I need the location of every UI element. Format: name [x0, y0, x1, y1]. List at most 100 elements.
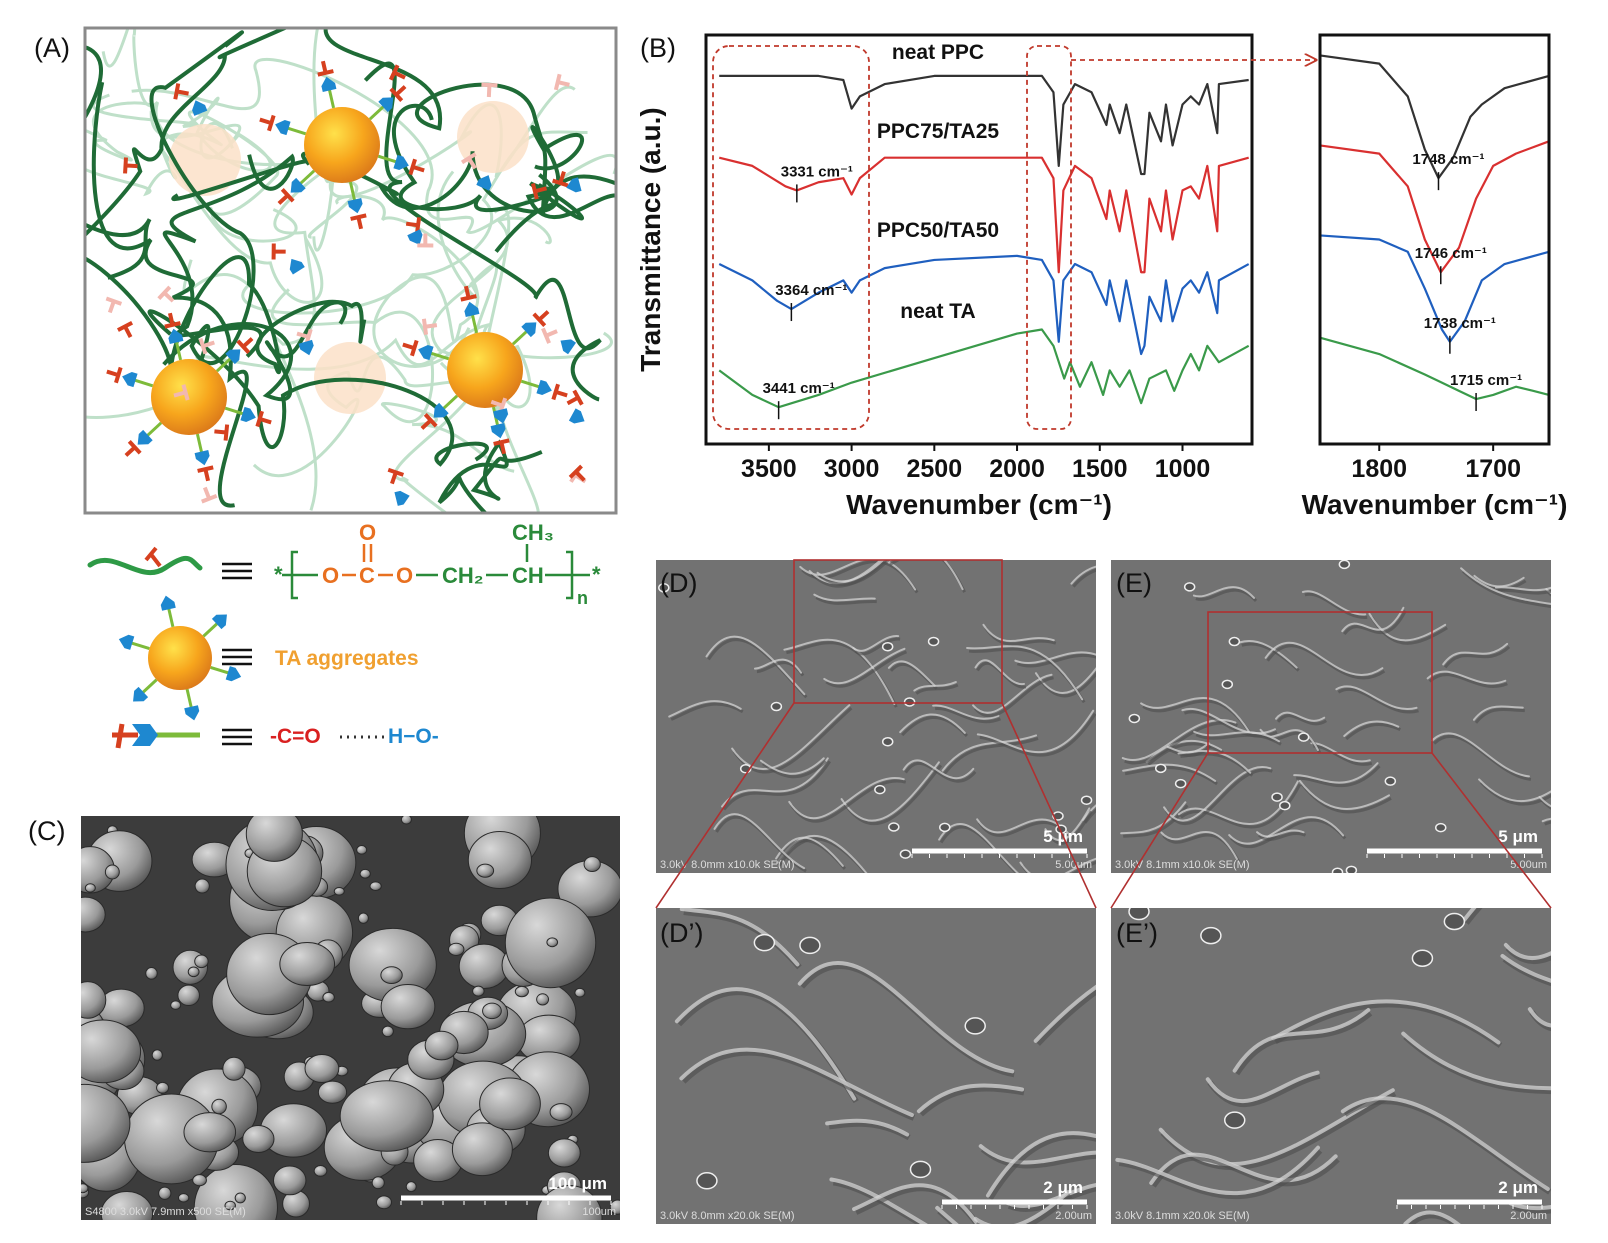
carbonyl-group: [317, 60, 334, 77]
annotation-label: 1715 cm⁻¹: [1450, 372, 1522, 389]
stick: [298, 169, 316, 186]
carbonyl-group: [255, 410, 272, 428]
x-axis-label: Wavenumber (cm⁻¹): [1302, 489, 1568, 520]
pore: [1279, 800, 1291, 811]
stick: [224, 406, 245, 416]
wrinkle: [679, 908, 800, 967]
particle: [583, 856, 601, 873]
sem-texture: [1111, 908, 1551, 1224]
sem-texture: [656, 908, 1096, 1224]
wrinkle: [985, 1131, 1096, 1198]
carbonyl-group: [389, 85, 407, 102]
wrinkle: [976, 818, 1071, 836]
polymer-chain: [85, 45, 152, 280]
zoom-line: [1431, 752, 1552, 909]
pore: [1345, 865, 1358, 873]
formula-text: O: [359, 520, 376, 545]
chain-icon: [87, 555, 203, 576]
x-tick-label: 1800: [1351, 455, 1407, 483]
ftir-charts: 3500 3000 2500 2000 1500 1000 Wavenumber (cm⁻¹…: [635, 33, 1568, 520]
carbonyl-group: [551, 383, 568, 401]
wrinkle-shadow: [1480, 781, 1551, 806]
hydroxyl-group: [347, 198, 363, 214]
wrinkle-shadow: [1072, 568, 1096, 588]
wrinkle: [1500, 953, 1551, 983]
sem-scale: 5.00um: [1055, 859, 1092, 871]
particle: [222, 1056, 246, 1081]
carbonyl-group: [417, 233, 434, 248]
hydroxyl-group: [464, 301, 480, 317]
wrinkle: [1228, 816, 1345, 845]
wrinkle-shadow: [1016, 654, 1096, 668]
wrinkle: [1527, 1007, 1551, 1028]
wrinkle-shadow: [943, 737, 1039, 775]
wrinkle-shadow: [1345, 722, 1401, 741]
pore: [1331, 867, 1344, 873]
wrinkle-shadow: [1234, 1010, 1373, 1076]
sem-background: [1111, 908, 1551, 1224]
wrinkle-shadow: [1147, 742, 1224, 766]
wrinkle: [1034, 667, 1096, 694]
wrinkle: [966, 645, 1084, 701]
sem-texture: [81, 816, 620, 1220]
carbonyl-group: [568, 464, 586, 482]
wrinkle-shadow: [980, 1146, 1096, 1169]
stick: [167, 606, 175, 628]
wrinkle: [1298, 779, 1390, 810]
scale-bar-label: 2 μm: [1498, 1178, 1538, 1197]
wrinkle-shadow: [1164, 768, 1273, 826]
particle: [194, 878, 210, 894]
legend-text: -C=O: [270, 725, 321, 748]
highlight-box: [712, 45, 870, 430]
schematic-frame: [83, 26, 618, 515]
particle: [359, 868, 371, 879]
wrinkle: [679, 1047, 914, 1117]
plot-frame: [704, 33, 1254, 446]
wrinkle: [932, 704, 1000, 720]
stick: [441, 394, 459, 411]
pore: [1154, 763, 1167, 774]
stick: [348, 181, 357, 202]
formula-text: C: [359, 563, 375, 588]
carbonyl-group: [421, 318, 438, 335]
stick: [129, 641, 150, 650]
wrinkle-shadow: [904, 761, 977, 783]
wrinkle: [1115, 1145, 1320, 1195]
annotation-label: 3364 cm⁻¹: [775, 282, 847, 299]
wrinkle: [1538, 795, 1551, 808]
wrinkle-shadow: [1258, 832, 1307, 841]
carbonyl-group: [236, 337, 254, 354]
wrinkle: [1004, 1183, 1096, 1208]
tee-icon: [144, 546, 162, 568]
stick: [210, 666, 231, 675]
polymer-chain: [85, 28, 290, 238]
wrinkle-shadow: [1511, 1203, 1551, 1215]
particle: [479, 1077, 541, 1131]
wrinkle: [823, 647, 906, 685]
formula-text: *: [274, 562, 283, 587]
stick: [520, 379, 541, 389]
particle: [371, 1176, 385, 1190]
particle: [405, 1181, 417, 1193]
sem-info: 3.0kV 8.1mm x20.0k SE(M): [1115, 1210, 1250, 1222]
sem-texture: [1111, 560, 1551, 873]
wrinkle-shadow: [1266, 644, 1386, 680]
wrinkle-shadow: [1035, 987, 1096, 1046]
carbonyl-group: [420, 413, 438, 430]
bracket: [566, 550, 574, 600]
pore: [1174, 778, 1187, 789]
hydroxyl-group: [560, 339, 577, 355]
wrinkle: [813, 593, 876, 602]
wrinkle-shadow: [762, 760, 827, 779]
carbonyl-group: [388, 64, 406, 81]
wrinkle: [713, 813, 806, 870]
legend-text: H−O-: [388, 725, 439, 748]
particle: [81, 981, 107, 1019]
carbonyl-group: [460, 152, 477, 170]
hydroxyl-group: [289, 258, 305, 275]
wrinkle-shadow: [1195, 588, 1258, 602]
hydroxyl-group: [418, 344, 434, 361]
wrinkle-shadow: [1497, 588, 1551, 595]
pore: [903, 697, 916, 707]
